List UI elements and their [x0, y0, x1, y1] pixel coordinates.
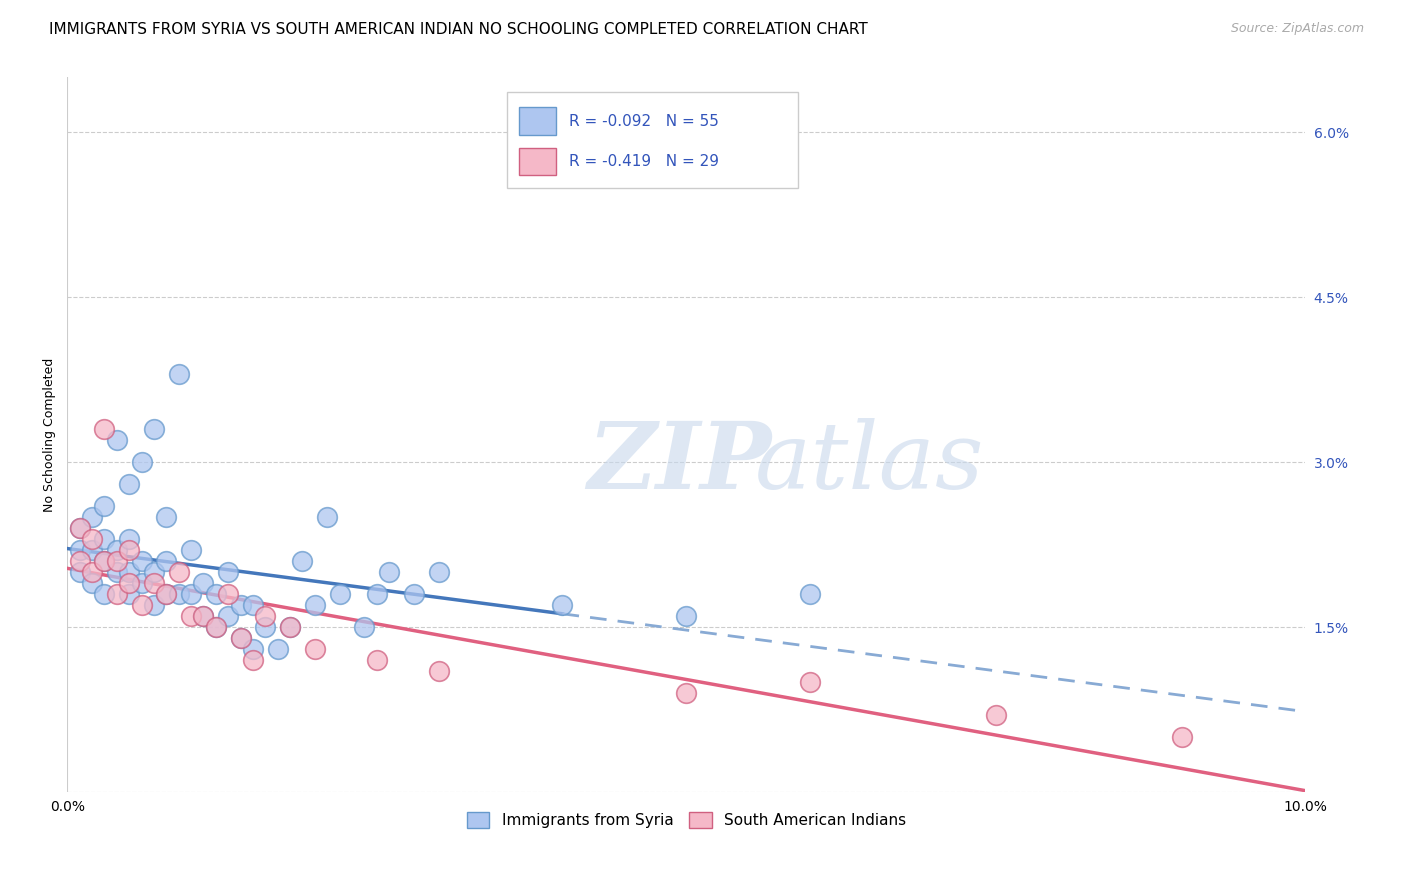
Point: [427, 565, 450, 579]
Point: [105, 554, 128, 568]
Point: [69, 554, 91, 568]
Point: [80, 532, 103, 546]
Point: [378, 565, 401, 579]
Point: [799, 675, 821, 690]
Point: [204, 620, 226, 634]
Point: [80, 510, 103, 524]
Point: [69, 565, 91, 579]
Point: [105, 543, 128, 558]
Point: [180, 587, 202, 601]
Point: [167, 368, 190, 382]
Point: [329, 587, 352, 601]
Point: [204, 620, 226, 634]
Point: [551, 598, 574, 612]
Point: [93, 554, 115, 568]
Text: IMMIGRANTS FROM SYRIA VS SOUTH AMERICAN INDIAN NO SCHOOLING COMPLETED CORRELATIO: IMMIGRANTS FROM SYRIA VS SOUTH AMERICAN …: [49, 22, 868, 37]
Point: [80, 565, 103, 579]
Point: [217, 587, 239, 601]
Point: [217, 565, 239, 579]
Point: [799, 587, 821, 601]
Point: [167, 565, 190, 579]
Point: [675, 686, 697, 700]
Point: [366, 587, 388, 601]
Point: [242, 653, 264, 667]
Point: [155, 587, 177, 601]
Point: [675, 609, 697, 624]
Point: [118, 532, 141, 546]
Bar: [519, 107, 557, 135]
Point: [93, 422, 115, 436]
Point: [242, 598, 264, 612]
Point: [291, 554, 314, 568]
Point: [131, 598, 153, 612]
Point: [93, 554, 115, 568]
Point: [180, 609, 202, 624]
Point: [131, 554, 153, 568]
Point: [366, 653, 388, 667]
Point: [278, 620, 301, 634]
Text: Source: ZipAtlas.com: Source: ZipAtlas.com: [1230, 22, 1364, 36]
Point: [69, 521, 91, 535]
Point: [131, 455, 153, 469]
Point: [131, 576, 153, 591]
Point: [278, 620, 301, 634]
Legend: Immigrants from Syria, South American Indians: Immigrants from Syria, South American In…: [461, 806, 912, 834]
Bar: [519, 148, 557, 176]
Point: [142, 576, 165, 591]
Text: atlas: atlas: [755, 418, 984, 508]
Point: [229, 598, 252, 612]
Point: [142, 422, 165, 436]
Point: [93, 532, 115, 546]
Point: [118, 565, 141, 579]
Point: [105, 433, 128, 447]
Point: [93, 587, 115, 601]
Point: [80, 543, 103, 558]
Point: [402, 587, 425, 601]
Point: [155, 587, 177, 601]
Point: [427, 664, 450, 678]
Point: [118, 543, 141, 558]
Point: [242, 642, 264, 657]
Point: [142, 565, 165, 579]
Point: [118, 477, 141, 491]
Point: [193, 576, 215, 591]
Text: ZIP: ZIP: [588, 418, 772, 508]
FancyBboxPatch shape: [506, 92, 797, 188]
Point: [105, 565, 128, 579]
Point: [254, 620, 277, 634]
Point: [229, 631, 252, 645]
Point: [204, 587, 226, 601]
Point: [118, 587, 141, 601]
Point: [155, 510, 177, 524]
Point: [304, 598, 326, 612]
Point: [93, 499, 115, 513]
Point: [267, 642, 290, 657]
Point: [155, 554, 177, 568]
Point: [167, 587, 190, 601]
Point: [105, 587, 128, 601]
Point: [193, 609, 215, 624]
Point: [304, 642, 326, 657]
Point: [217, 609, 239, 624]
Point: [1170, 730, 1192, 744]
Text: R = -0.092   N = 55: R = -0.092 N = 55: [568, 113, 718, 128]
Point: [316, 510, 339, 524]
Point: [118, 576, 141, 591]
Point: [80, 576, 103, 591]
Point: [193, 609, 215, 624]
Point: [69, 521, 91, 535]
Point: [69, 543, 91, 558]
Point: [180, 543, 202, 558]
Point: [984, 708, 1007, 723]
Text: R = -0.419   N = 29: R = -0.419 N = 29: [568, 154, 718, 169]
Point: [229, 631, 252, 645]
Point: [353, 620, 375, 634]
Point: [254, 609, 277, 624]
Y-axis label: No Schooling Completed: No Schooling Completed: [44, 358, 56, 512]
Point: [142, 598, 165, 612]
